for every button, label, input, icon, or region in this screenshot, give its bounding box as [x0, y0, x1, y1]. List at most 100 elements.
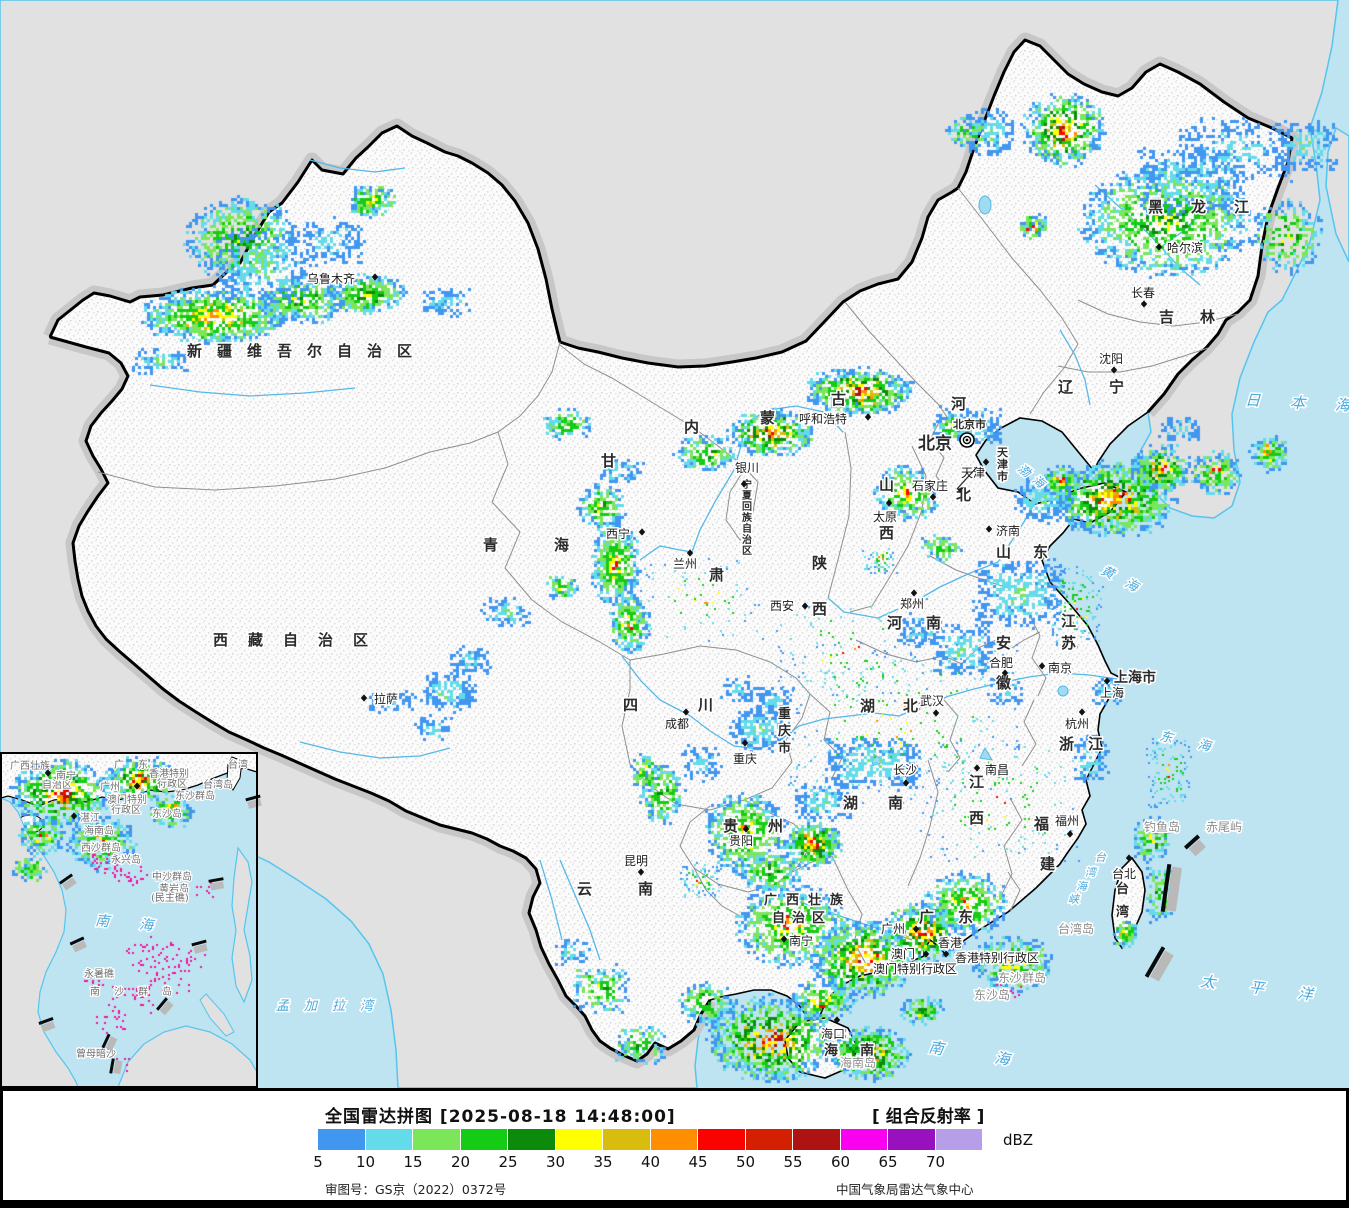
- boundary-dash: [1183, 834, 1206, 857]
- inset-label: 自治区: [41, 777, 73, 792]
- city-marker-diamond: [360, 694, 368, 702]
- svg-text:永兴岛: 永兴岛: [111, 853, 141, 866]
- svg-text:区: 区: [742, 545, 752, 557]
- colorbar-segment: [793, 1129, 841, 1150]
- city-marker-diamond: [922, 950, 930, 958]
- colorbar-tick: 10: [355, 1153, 376, 1171]
- svg-text:苏: 苏: [1061, 634, 1076, 652]
- svg-text:治: 治: [742, 533, 752, 546]
- svg-text:河: 河: [951, 395, 966, 413]
- inset-boundary-dash: [191, 939, 208, 954]
- city-label: 天津: [960, 458, 990, 482]
- svg-text:香港特别: 香港特别: [149, 768, 189, 780]
- svg-text:甘: 甘: [601, 452, 616, 470]
- svg-text:太原: 太原: [873, 509, 897, 524]
- city-marker-diamond: [982, 458, 990, 466]
- province-label: 海南: [823, 1041, 876, 1061]
- province-label: 安徽: [994, 633, 1014, 694]
- svg-text:济南: 济南: [996, 523, 1020, 538]
- province-label: 重庆市: [776, 705, 793, 758]
- province-label: 古: [830, 389, 848, 410]
- province-label: 蒙: [759, 408, 777, 429]
- province-label: 广东: [918, 907, 975, 928]
- colorbar-segment: [745, 1129, 793, 1150]
- colorbar-segment: [508, 1129, 556, 1150]
- svg-text:广西壮族: 广西壮族: [10, 759, 50, 772]
- colorbar-tick: 35: [593, 1153, 613, 1171]
- inset-label: 广西壮族: [9, 758, 51, 773]
- svg-text:西宁: 西宁: [606, 526, 630, 541]
- province-label: 湖南: [842, 793, 905, 814]
- province-label: 上海市: [1113, 668, 1158, 688]
- city-label: 郑州: [899, 589, 926, 613]
- boundary-dash: [1160, 863, 1182, 913]
- colorbar-segment: [888, 1129, 936, 1150]
- island-label: 海南岛: [840, 1055, 876, 1070]
- city-marker-diamond: [371, 273, 379, 281]
- colorbar-tick: 40: [640, 1153, 661, 1171]
- province-label: 自治区: [771, 909, 827, 928]
- province-label: 河南: [886, 613, 943, 634]
- svg-text:南沙群岛: 南沙群岛: [90, 985, 186, 998]
- svg-text:山东: 山东: [996, 543, 1070, 561]
- province-label: 吉林: [1158, 307, 1217, 328]
- svg-text:黑龙江: 黑龙江: [1148, 198, 1277, 216]
- svg-text:市: 市: [997, 469, 1008, 483]
- city-label: 澳门: [890, 945, 917, 963]
- inset-label: (民主礁): [150, 890, 190, 905]
- inset-label: 黄岩岛: [158, 881, 190, 896]
- inset-label: 广州: [99, 780, 141, 794]
- colorbar-tick: 65: [878, 1153, 898, 1171]
- colorbar-tick: 60: [830, 1153, 851, 1171]
- city-label: 长春: [1130, 285, 1157, 308]
- city-marker-diamond: [1125, 854, 1133, 862]
- svg-text:内: 内: [684, 418, 699, 436]
- svg-text:西沙群岛: 西沙群岛: [81, 841, 121, 854]
- svg-text:孟加拉湾: 孟加拉湾: [276, 998, 388, 1014]
- province-label: 内: [683, 417, 701, 438]
- city-label: 香港特别行政区: [942, 949, 1041, 967]
- city-marker-diamond: [1066, 830, 1074, 838]
- svg-text:台湾岛: 台湾岛: [203, 778, 233, 791]
- svg-text:黄海: 黄海: [1098, 563, 1153, 602]
- province-label: 陕西: [811, 553, 829, 620]
- svg-text:云南: 云南: [577, 880, 699, 898]
- city-label: 银川: [734, 460, 761, 488]
- city-marker-diamond: [638, 528, 646, 536]
- city-marker-diamond: [929, 493, 937, 501]
- colorbar-tick: 45: [688, 1153, 708, 1171]
- province-label: 北京市: [952, 416, 988, 433]
- svg-text:武汉: 武汉: [920, 694, 944, 708]
- city-label: 南昌: [973, 761, 1011, 779]
- svg-text:西藏自治区: 西藏自治区: [213, 631, 388, 649]
- colorbar-tick: 30: [545, 1153, 566, 1171]
- city-marker-diamond: [682, 708, 690, 716]
- unit-label: dBZ: [1003, 1131, 1034, 1149]
- svg-text:四川: 四川: [623, 696, 773, 714]
- svg-text:西: 西: [969, 809, 984, 827]
- province-label: 辽宁: [1057, 377, 1126, 398]
- inset-label: 西沙群岛: [80, 840, 122, 855]
- credit-text: 中国气象局雷达气象中心: [836, 1182, 974, 1197]
- city-label: 台北: [1111, 854, 1138, 883]
- province-label: 青海: [482, 535, 571, 556]
- svg-text:台: 台: [1116, 881, 1129, 897]
- svg-text:自: 自: [742, 522, 752, 535]
- inset-label: 中沙群岛: [151, 869, 193, 884]
- colorbar-tick: 55: [783, 1153, 803, 1171]
- colorbar-segment: [318, 1129, 366, 1150]
- svg-text:香港特别行政区: 香港特别行政区: [955, 950, 1039, 965]
- sea-label: 南海: [926, 1037, 1064, 1079]
- colorbar-tick: 15: [403, 1153, 423, 1171]
- city-label: 重庆: [732, 739, 759, 768]
- city-label: 澳门特别行政区: [872, 950, 959, 978]
- svg-text:杭州: 杭州: [1065, 716, 1089, 731]
- svg-text:哈尔滨: 哈尔滨: [1167, 240, 1203, 255]
- province-label: 天津市: [996, 445, 1011, 485]
- license-text: 审图号：GS京（2022）0372号: [325, 1182, 507, 1197]
- inset-boundary-dash: [109, 1058, 123, 1075]
- inset-boundary-dash: [69, 936, 87, 953]
